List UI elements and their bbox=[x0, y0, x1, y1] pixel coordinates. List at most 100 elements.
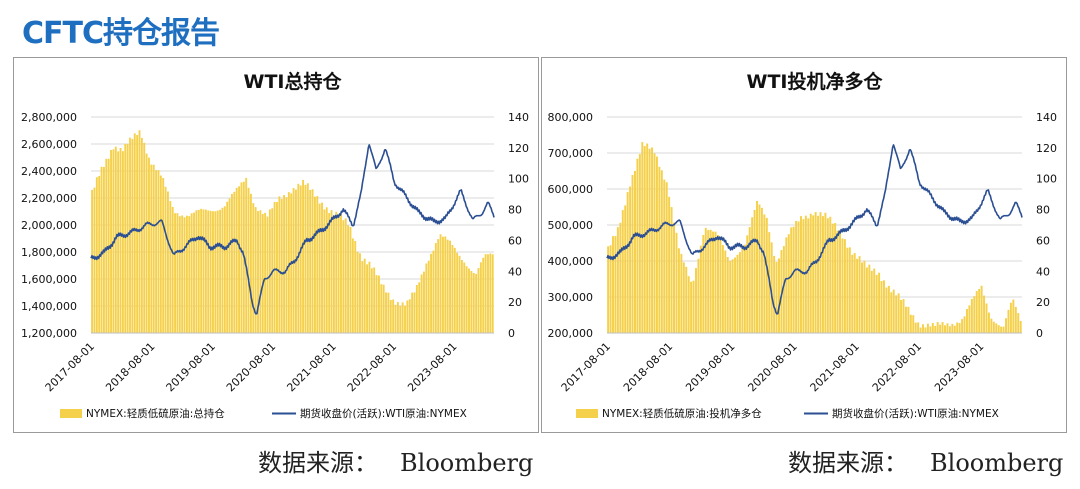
source-note-left: 数据来源： Bloomberg bbox=[258, 443, 533, 478]
bar bbox=[349, 227, 352, 333]
bar bbox=[129, 137, 131, 333]
bar bbox=[171, 206, 174, 333]
bar bbox=[311, 189, 314, 333]
y-left-tick-label: 1,200,000 bbox=[21, 327, 77, 340]
bar bbox=[1012, 299, 1015, 333]
bar bbox=[389, 299, 392, 333]
bar bbox=[110, 150, 112, 333]
bar bbox=[934, 325, 937, 333]
bar bbox=[990, 318, 993, 333]
bar bbox=[651, 147, 654, 333]
bar bbox=[121, 151, 124, 333]
bar bbox=[751, 217, 754, 333]
bar bbox=[858, 256, 861, 333]
bar bbox=[157, 170, 160, 333]
bar bbox=[313, 196, 316, 333]
bar bbox=[648, 148, 651, 333]
bar bbox=[902, 299, 905, 333]
bar bbox=[785, 237, 788, 333]
bar bbox=[968, 305, 971, 333]
bar bbox=[373, 267, 376, 333]
bar bbox=[489, 253, 492, 333]
bar bbox=[432, 250, 435, 333]
bar bbox=[159, 175, 162, 333]
y-right-tick-label: 40 bbox=[508, 265, 522, 278]
bar bbox=[843, 239, 846, 333]
bar bbox=[347, 225, 350, 333]
bar bbox=[787, 234, 790, 333]
bar bbox=[418, 282, 421, 333]
x-tick-label: 2023-08-01 bbox=[405, 340, 459, 394]
source-value: Bloomberg bbox=[400, 449, 534, 477]
bar bbox=[323, 209, 326, 333]
bar bbox=[900, 299, 903, 333]
bar bbox=[178, 216, 181, 333]
bar bbox=[283, 194, 286, 333]
bar bbox=[266, 216, 269, 333]
bar bbox=[449, 240, 451, 333]
bar bbox=[361, 261, 364, 333]
bar-series bbox=[607, 142, 1022, 333]
bar bbox=[714, 231, 717, 333]
bar bbox=[992, 321, 995, 333]
chart-title: WTI总持仓 bbox=[244, 70, 343, 93]
bar bbox=[145, 153, 148, 333]
bar bbox=[202, 209, 205, 333]
bar bbox=[951, 323, 954, 333]
y-right-tick-label: 40 bbox=[1036, 265, 1050, 278]
bar bbox=[162, 178, 165, 333]
bar bbox=[264, 212, 267, 333]
bar bbox=[207, 210, 210, 333]
bar bbox=[748, 227, 751, 333]
bar bbox=[634, 170, 636, 333]
bar bbox=[221, 207, 224, 333]
bar bbox=[953, 325, 956, 333]
bar bbox=[328, 213, 331, 333]
bar bbox=[873, 268, 876, 333]
y-right-tick-label: 120 bbox=[508, 142, 529, 155]
bar bbox=[468, 268, 470, 333]
bar bbox=[958, 323, 961, 333]
page-title: CFTC持仓报告 bbox=[22, 16, 220, 51]
bar bbox=[795, 220, 798, 333]
y-right-tick-label: 100 bbox=[508, 173, 529, 186]
bar bbox=[249, 193, 252, 333]
bar bbox=[629, 186, 632, 333]
bar bbox=[380, 284, 383, 333]
y-left-tick-label: 2,600,000 bbox=[21, 138, 77, 151]
bar bbox=[680, 253, 683, 333]
chart-net-long: WTI投机净多仓 200,000 300,000 400,000 500,000 600,… bbox=[548, 70, 1058, 420]
bar bbox=[344, 218, 347, 333]
bar bbox=[819, 212, 822, 333]
bar bbox=[155, 170, 158, 333]
bar bbox=[997, 325, 1000, 333]
bar bbox=[185, 215, 188, 333]
bar bbox=[240, 182, 243, 333]
y-right-tick-label: 60 bbox=[508, 234, 522, 247]
bar bbox=[387, 292, 390, 333]
bar bbox=[802, 219, 805, 333]
bar bbox=[607, 246, 610, 333]
bar bbox=[670, 207, 673, 333]
bar bbox=[897, 293, 900, 333]
bar bbox=[631, 174, 634, 333]
bar bbox=[782, 246, 785, 333]
bar bbox=[658, 166, 661, 333]
bar bbox=[846, 247, 849, 333]
bar bbox=[966, 309, 968, 333]
x-tick-label: 2019-08-01 bbox=[164, 340, 218, 394]
y-right-tick-label: 20 bbox=[1036, 296, 1050, 309]
bar bbox=[668, 196, 671, 333]
bar bbox=[807, 218, 810, 333]
bar bbox=[738, 252, 741, 333]
bar bbox=[119, 147, 122, 333]
bar bbox=[226, 201, 229, 333]
legend-label: 期货收盘价(活跃):WTI原油:NYMEX bbox=[300, 407, 467, 420]
bar bbox=[366, 264, 369, 333]
bar bbox=[401, 302, 404, 333]
bar bbox=[219, 209, 222, 333]
bar bbox=[961, 319, 964, 333]
bar bbox=[677, 248, 680, 333]
bar bbox=[124, 143, 127, 333]
bar bbox=[709, 229, 712, 333]
